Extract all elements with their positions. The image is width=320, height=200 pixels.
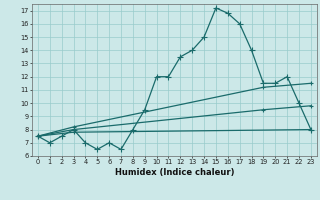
X-axis label: Humidex (Indice chaleur): Humidex (Indice chaleur) xyxy=(115,168,234,177)
